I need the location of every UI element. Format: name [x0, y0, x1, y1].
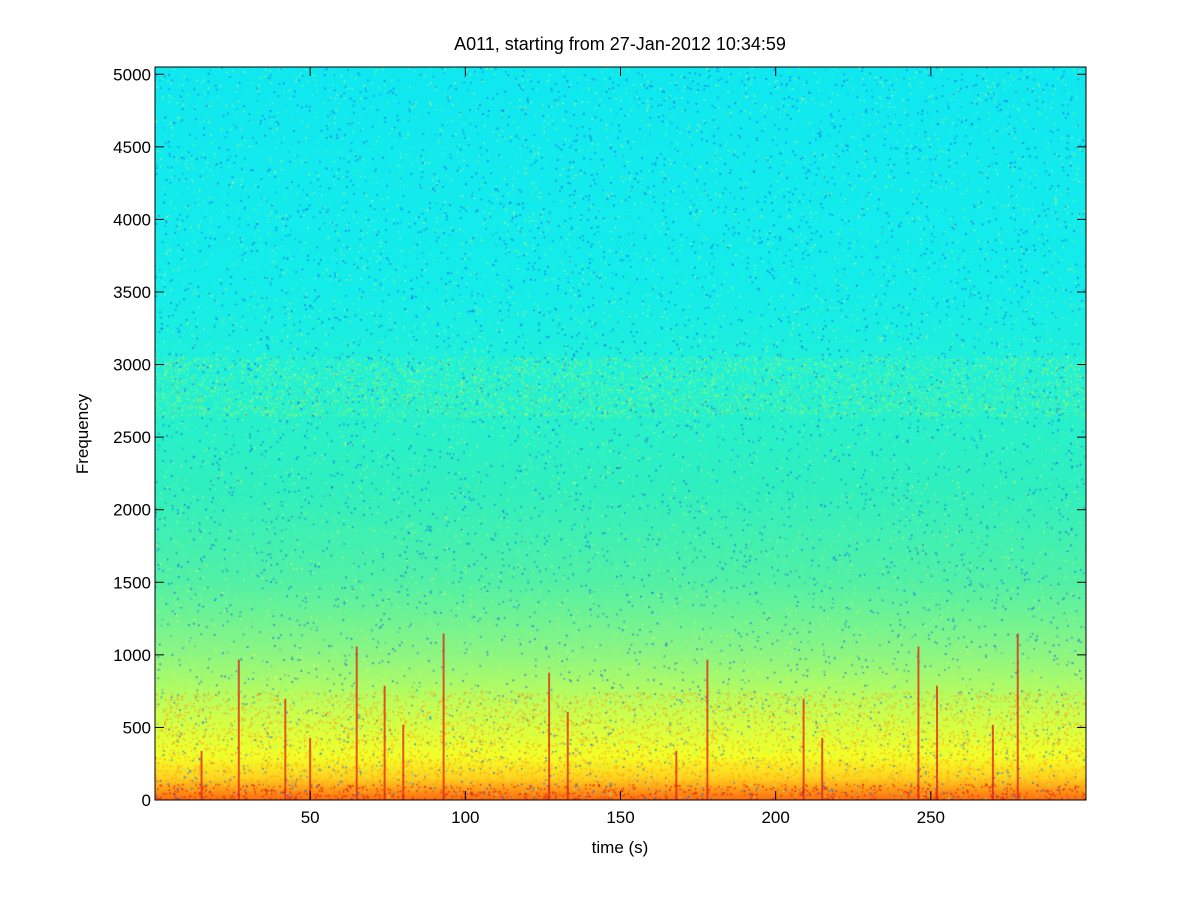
- x-tick-label: 200: [761, 808, 789, 827]
- y-tick-label: 5000: [113, 65, 151, 84]
- y-tick-label: 2000: [113, 501, 151, 520]
- y-tick-label: 500: [123, 718, 151, 737]
- x-axis-label: time (s): [592, 838, 649, 857]
- x-tick-label: 150: [606, 808, 634, 827]
- y-tick-label: 0: [142, 791, 151, 810]
- y-ticks: 0 500 1000 1500 2000 2500 3000 3500 4000 4500 5000: [113, 65, 1086, 810]
- x-ticks: 50 100 150 200 250: [301, 67, 945, 827]
- y-tick-label: 1500: [113, 573, 151, 592]
- y-tick-label: 1000: [113, 646, 151, 665]
- y-tick-label: 3500: [113, 283, 151, 302]
- transient-marks: [200, 633, 1019, 800]
- spectrogram-texture: [155, 67, 1086, 800]
- x-tick-label: 100: [451, 808, 479, 827]
- x-tick-label: 250: [917, 808, 945, 827]
- y-tick-label: 4500: [113, 138, 151, 157]
- chart-title: A011, starting from 27-Jan-2012 10:34:59: [454, 34, 786, 54]
- y-tick-label: 4000: [113, 210, 151, 229]
- y-tick-label: 3000: [113, 356, 151, 375]
- y-axis-label: Frequency: [73, 393, 92, 474]
- x-tick-label: 50: [301, 808, 320, 827]
- plot-frame: [154, 66, 1087, 801]
- y-tick-label: 2500: [113, 428, 151, 447]
